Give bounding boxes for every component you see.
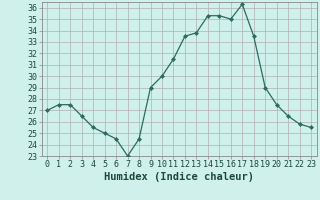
X-axis label: Humidex (Indice chaleur): Humidex (Indice chaleur) <box>104 172 254 182</box>
